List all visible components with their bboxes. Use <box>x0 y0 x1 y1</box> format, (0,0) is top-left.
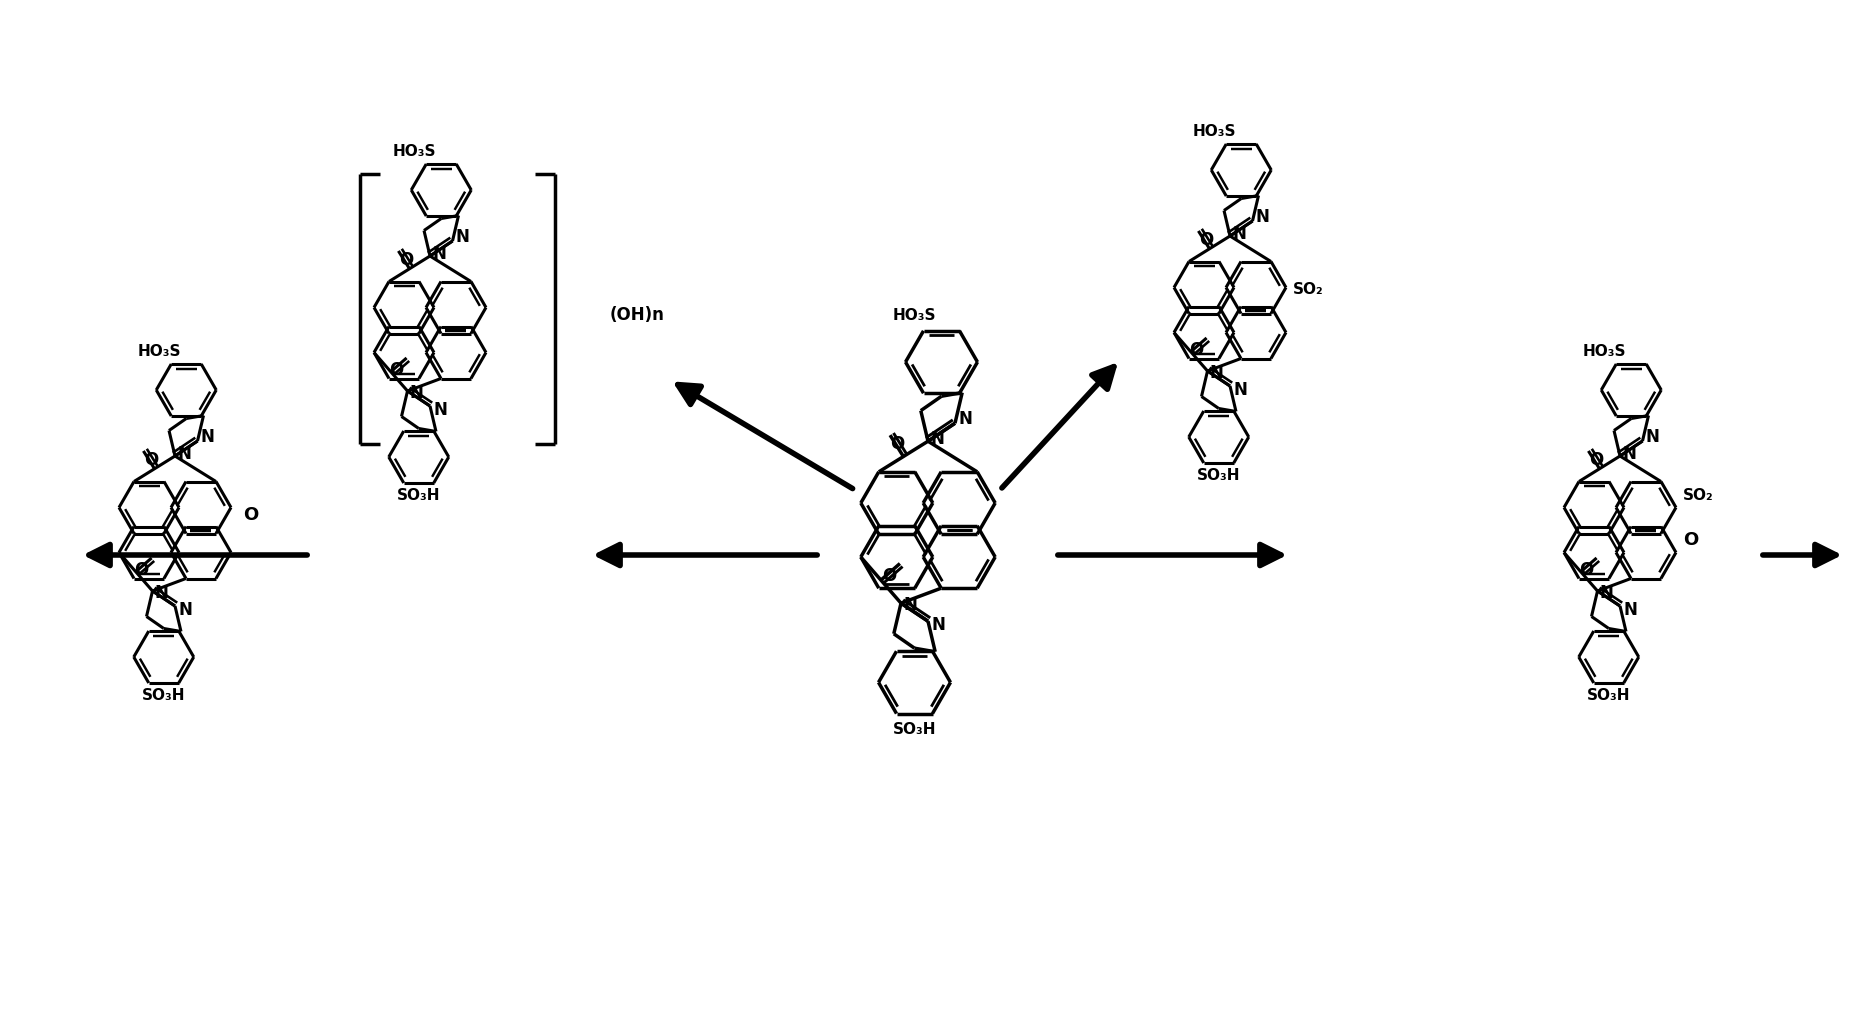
Text: O: O <box>143 451 158 469</box>
Text: N: N <box>456 228 469 246</box>
Text: N: N <box>903 596 916 614</box>
Text: SO₃H: SO₃H <box>1588 688 1631 704</box>
Text: N: N <box>432 245 445 263</box>
Text: O: O <box>1579 561 1593 580</box>
Text: N: N <box>1621 445 1636 463</box>
Text: N: N <box>154 584 169 602</box>
Text: N: N <box>410 384 423 402</box>
Text: SO₂: SO₂ <box>1682 487 1714 503</box>
Text: O: O <box>243 506 258 524</box>
Text: N: N <box>929 431 944 448</box>
Text: O: O <box>390 361 403 379</box>
Text: N: N <box>178 601 191 619</box>
Text: N: N <box>1256 208 1269 226</box>
Text: N: N <box>1232 225 1247 243</box>
Text: SO₃H: SO₃H <box>143 688 186 704</box>
Text: O: O <box>1682 531 1699 549</box>
Text: N: N <box>1209 364 1224 382</box>
Text: O: O <box>399 250 414 269</box>
Text: SO₃H: SO₃H <box>892 721 937 737</box>
Text: HO₃S: HO₃S <box>1582 344 1627 358</box>
Text: HO₃S: HO₃S <box>1193 123 1235 139</box>
Text: O: O <box>1198 231 1213 248</box>
Text: O: O <box>1588 451 1603 469</box>
Text: N: N <box>1234 381 1247 398</box>
Text: (OH)n: (OH)n <box>610 306 664 324</box>
Text: SO₂: SO₂ <box>1293 283 1323 297</box>
Text: HO₃S: HO₃S <box>137 344 182 358</box>
Text: HO₃S: HO₃S <box>393 144 436 158</box>
Text: N: N <box>1645 428 1660 446</box>
Text: N: N <box>931 616 944 634</box>
Text: N: N <box>1599 584 1614 602</box>
Text: N: N <box>957 410 972 428</box>
Text: N: N <box>1623 601 1636 619</box>
Text: O: O <box>1189 342 1204 359</box>
Text: N: N <box>200 428 215 446</box>
Text: O: O <box>890 435 905 453</box>
Text: N: N <box>432 401 447 419</box>
Text: SO₃H: SO₃H <box>1196 469 1241 483</box>
Text: HO₃S: HO₃S <box>892 307 937 323</box>
Text: O: O <box>883 567 896 585</box>
Text: SO₃H: SO₃H <box>397 489 440 503</box>
Text: O: O <box>134 561 148 580</box>
Text: N: N <box>176 445 191 463</box>
